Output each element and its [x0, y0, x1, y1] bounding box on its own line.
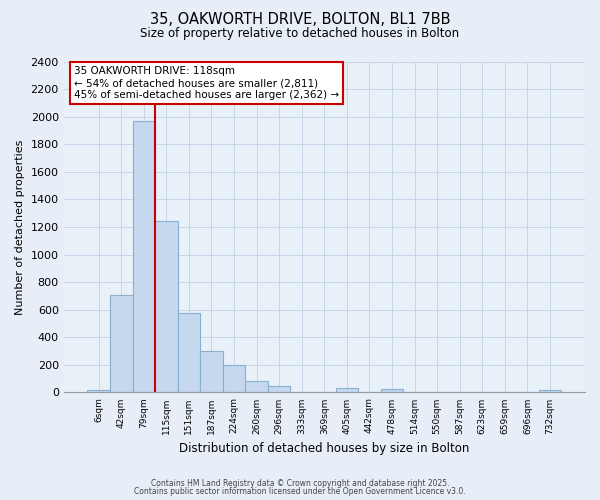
Text: Size of property relative to detached houses in Bolton: Size of property relative to detached ho… — [140, 28, 460, 40]
Bar — [245, 382, 268, 392]
Bar — [133, 121, 155, 392]
Bar — [88, 390, 110, 392]
Bar — [539, 390, 562, 392]
Bar — [268, 386, 290, 392]
Text: 35, OAKWORTH DRIVE, BOLTON, BL1 7BB: 35, OAKWORTH DRIVE, BOLTON, BL1 7BB — [150, 12, 450, 28]
Bar — [178, 313, 200, 392]
Text: Contains HM Land Registry data © Crown copyright and database right 2025.: Contains HM Land Registry data © Crown c… — [151, 478, 449, 488]
X-axis label: Distribution of detached houses by size in Bolton: Distribution of detached houses by size … — [179, 442, 470, 455]
Y-axis label: Number of detached properties: Number of detached properties — [15, 140, 25, 314]
Text: Contains public sector information licensed under the Open Government Licence v3: Contains public sector information licen… — [134, 487, 466, 496]
Bar — [110, 294, 133, 392]
Bar — [335, 388, 358, 392]
Bar — [381, 389, 403, 392]
Bar — [223, 365, 245, 392]
Text: 35 OAKWORTH DRIVE: 118sqm
← 54% of detached houses are smaller (2,811)
45% of se: 35 OAKWORTH DRIVE: 118sqm ← 54% of detac… — [74, 66, 339, 100]
Bar — [200, 351, 223, 393]
Bar — [155, 222, 178, 392]
